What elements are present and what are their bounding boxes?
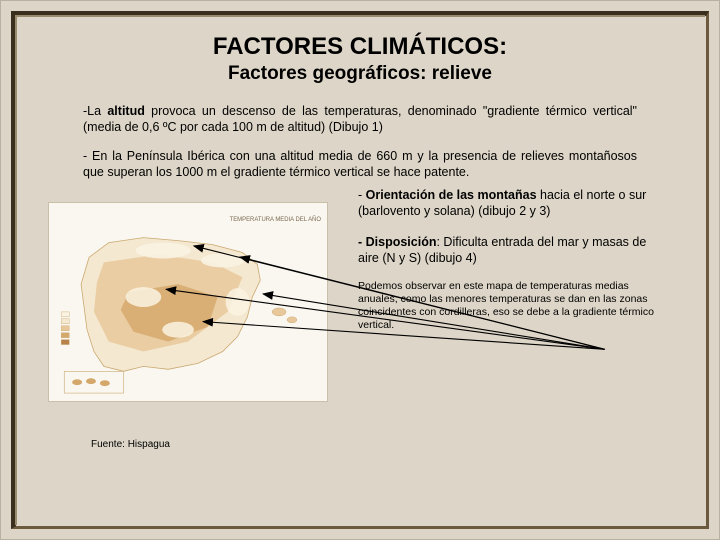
baleares-2 bbox=[287, 317, 297, 323]
right-para-2: - Disposición: Dificulta entrada del mar… bbox=[358, 234, 668, 267]
slide-frame: FACTORES CLIMÁTICOS: Factores geográfico… bbox=[0, 0, 720, 540]
right1-bold: Orientación de las montañas bbox=[366, 188, 537, 202]
spain-map-svg: TEMPERATURA MEDIA DEL AÑO bbox=[49, 203, 327, 401]
right1-pre: - bbox=[358, 188, 366, 202]
right-column: - Orientación de las montañas hacia el n… bbox=[358, 187, 668, 333]
canarias-3 bbox=[100, 380, 110, 386]
content-area: FACTORES CLIMÁTICOS: Factores geográfico… bbox=[23, 23, 697, 517]
subtitle: Factores geográficos: relieve bbox=[83, 63, 637, 85]
map-caption: Podemos observar en este mapa de tempera… bbox=[358, 280, 668, 333]
right2-bold: - Disposición bbox=[358, 235, 436, 249]
para1-pre: -La bbox=[83, 104, 107, 118]
map-legend bbox=[61, 312, 69, 345]
sistema-iberico bbox=[226, 288, 250, 316]
right-para-1: - Orientación de las montañas hacia el n… bbox=[358, 187, 668, 220]
source-label: Fuente: Hispagua bbox=[91, 439, 170, 450]
para1-post: provoca un descenso de las temperaturas,… bbox=[83, 104, 637, 134]
pirineos bbox=[201, 253, 245, 267]
sistema-central bbox=[126, 287, 162, 307]
paragraph-1: -La altitud provoca un descenso de las t… bbox=[83, 103, 637, 136]
map-figure: TEMPERATURA MEDIA DEL AÑO bbox=[48, 202, 328, 402]
lower-region: TEMPERATURA MEDIA DEL AÑO bbox=[83, 192, 637, 442]
para1-bold: altitud bbox=[107, 104, 145, 118]
canarias-2 bbox=[86, 378, 96, 384]
map-label: TEMPERATURA MEDIA DEL AÑO bbox=[230, 216, 322, 223]
title: FACTORES CLIMÁTICOS: bbox=[83, 33, 637, 61]
cordillera-cantabrica bbox=[136, 243, 191, 259]
sierra-nevada bbox=[162, 322, 194, 338]
baleares-1 bbox=[272, 308, 286, 316]
canarias-1 bbox=[72, 379, 82, 385]
paragraph-2: - En la Península Ibérica con una altitu… bbox=[83, 148, 637, 181]
